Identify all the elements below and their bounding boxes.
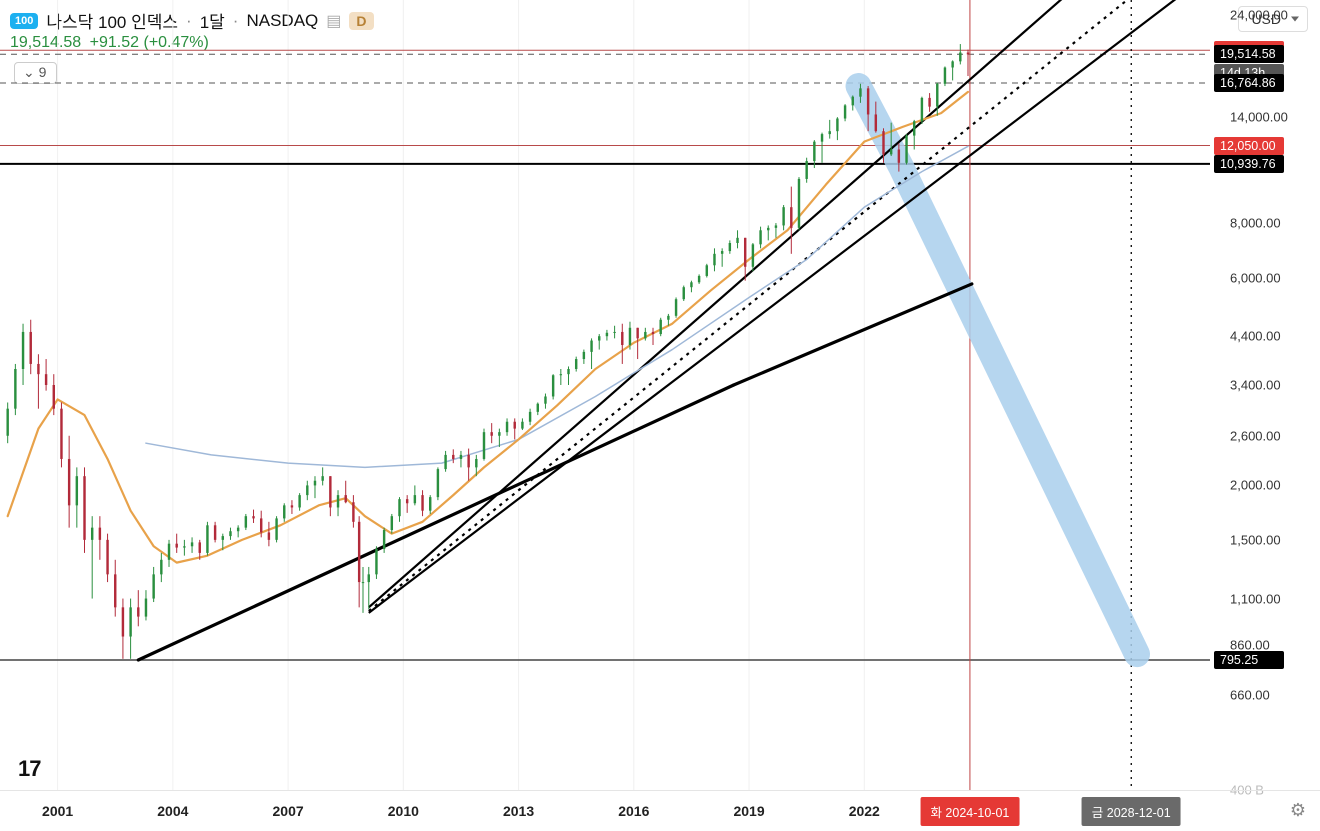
price-level-badge: 12,050.00	[1214, 137, 1284, 155]
time-cursor-badge: 화 2024-10-01	[920, 797, 1019, 826]
price-level-badge: 16,764.86	[1214, 74, 1284, 92]
x-axis-tick: 2013	[503, 803, 534, 819]
y-axis-tick: 8,000.00	[1230, 216, 1281, 231]
y-axis-tick: 6,000.00	[1230, 270, 1281, 285]
price-level-badge: 795.25	[1214, 651, 1284, 669]
x-axis-tick: 2001	[42, 803, 73, 819]
price-level-badge: 19,514.58	[1214, 45, 1284, 63]
price-level-badge: 10,939.76	[1214, 155, 1284, 173]
y-axis-tick: 4,400.00	[1230, 329, 1281, 344]
x-axis-tick: 2016	[618, 803, 649, 819]
x-axis-tick: 2019	[733, 803, 764, 819]
x-axis-tick: 2007	[273, 803, 304, 819]
y-axis-tick: 3,400.00	[1230, 377, 1281, 392]
y-axis-tick: 660.00	[1230, 688, 1270, 703]
volume-pane	[0, 670, 1210, 780]
y-axis-tick: 24,000.00	[1230, 8, 1288, 23]
y-axis-tick: 14,000.00	[1230, 110, 1288, 125]
y-axis-tick: 1,500.00	[1230, 532, 1281, 547]
settings-gear-icon[interactable]: ⚙	[1290, 800, 1306, 821]
y-axis-tick: 2,600.00	[1230, 428, 1281, 443]
y-axis-tick: 1,100.00	[1230, 591, 1281, 606]
tradingview-logo: 17	[18, 756, 40, 782]
y-axis-tick: 2,000.00	[1230, 478, 1281, 493]
x-axis-tick: 2010	[388, 803, 419, 819]
x-axis-tick: 2022	[849, 803, 880, 819]
time-axis[interactable]: 2001 2004 2007 2010 2013 2016 2019 2022 화 2024-1…	[0, 790, 1320, 831]
time-cursor-badge: 금 2028-12-01	[1082, 797, 1181, 826]
x-axis-tick: 2004	[157, 803, 188, 819]
price-axis[interactable]: 24,000.00 14,000.00 8,000.00 6,000.00 4,400.…	[1212, 0, 1320, 790]
